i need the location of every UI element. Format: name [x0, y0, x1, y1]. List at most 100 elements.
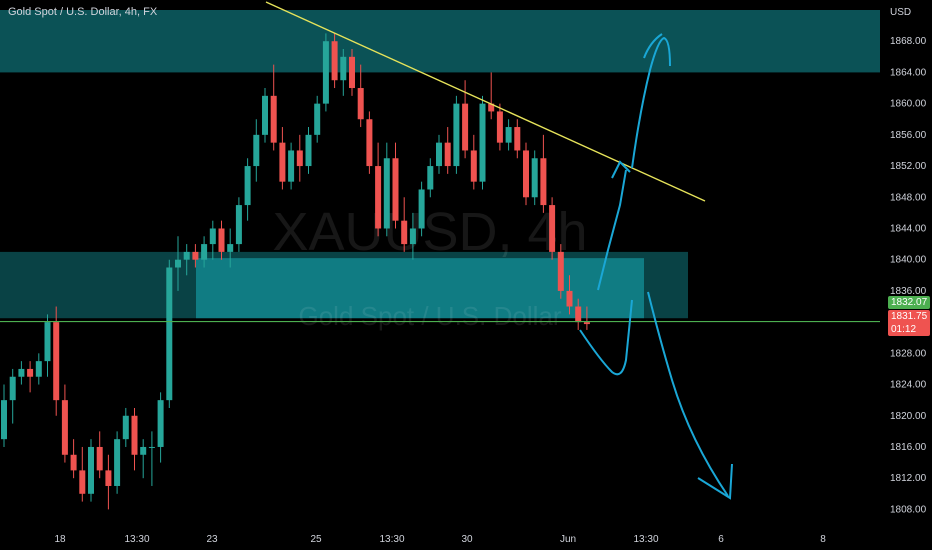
candle-body [583, 322, 590, 325]
candle-body [566, 290, 573, 307]
candle-body [79, 470, 86, 494]
drawn-path-up [597, 169, 627, 291]
last-price-badge: 1831.75 01:12 [888, 310, 930, 336]
candle-body [140, 446, 147, 455]
y-tick-label: 1816.00 [890, 442, 927, 453]
y-tick-label: 1840.00 [890, 255, 927, 266]
candle-body [175, 259, 181, 268]
candle-body [183, 251, 190, 260]
candle-body [514, 127, 521, 151]
candle-body [157, 400, 164, 447]
candle-body [427, 166, 434, 190]
candle-body [61, 400, 68, 455]
candle-body [549, 205, 556, 252]
x-tick-label: 13:30 [633, 534, 658, 545]
candle-body [262, 95, 268, 135]
y-tick-label: 1868.00 [890, 36, 927, 47]
currency-label: USD [890, 7, 911, 18]
y-tick-label: 1828.00 [890, 348, 927, 359]
x-tick-label: 13:30 [124, 534, 149, 545]
candle-body [9, 376, 16, 401]
candle-body [192, 251, 199, 260]
candle-body [44, 322, 51, 362]
candle-body [349, 56, 355, 89]
x-tick-label: 30 [461, 534, 473, 545]
candle-body [88, 446, 94, 494]
candle-body [18, 368, 25, 377]
candle-body [53, 322, 60, 401]
candle-body [479, 103, 486, 182]
candle-body [279, 142, 286, 182]
candle-body [322, 41, 329, 104]
candle-body [375, 166, 382, 229]
candle-body [270, 95, 277, 143]
x-tick-label: 13:30 [379, 534, 404, 545]
candle-body [401, 220, 408, 245]
candle-body [314, 103, 321, 135]
green-line-price-badge: 1832.07 [888, 296, 931, 309]
x-tick-label: Jun [560, 534, 576, 545]
x-tick-label: 25 [310, 534, 322, 545]
y-tick-label: 1852.00 [890, 161, 927, 172]
candle-body [340, 56, 347, 81]
candle-body [244, 166, 251, 206]
candle-body [409, 228, 416, 245]
candle-body [227, 244, 234, 252]
drawn-arrowhead-3 [697, 463, 733, 500]
y-tick-label: 1864.00 [890, 67, 927, 78]
candle-body [27, 368, 34, 377]
x-tick-label: 23 [206, 534, 218, 545]
y-tick-label: 1856.00 [890, 130, 927, 141]
candle-body [305, 134, 312, 167]
candle-body [488, 103, 495, 112]
candle-body [331, 41, 338, 81]
x-tick-label: 6 [718, 534, 724, 545]
watermark-name: Gold Spot / U.S. Dollar [299, 301, 562, 331]
last-price-value: 1831.75 [891, 311, 928, 322]
candle-body [436, 142, 442, 167]
candle-body [444, 142, 451, 167]
candle-body [1, 400, 7, 440]
candle-body [505, 127, 512, 143]
drawn-path-bounce [579, 299, 633, 376]
resistance-zone [0, 10, 880, 73]
candle-body [122, 415, 129, 440]
candle-body [209, 228, 216, 245]
drawn-arrowhead-2 [643, 33, 663, 59]
y-tick-label: 1824.00 [890, 380, 927, 391]
candle-body [496, 111, 503, 143]
candle-body [253, 134, 260, 167]
drawn-path-down [647, 291, 729, 497]
countdown-timer: 01:12 [891, 324, 917, 335]
candle-body [114, 439, 121, 486]
candle-body [35, 361, 42, 377]
candle-body [540, 158, 547, 206]
candle-body [166, 267, 173, 401]
candle-body [296, 150, 303, 167]
candle-body [383, 158, 390, 229]
watermark-ticker: XAUUSD, 4h [272, 202, 587, 262]
candle-body [148, 446, 155, 448]
y-tick-label: 1812.00 [890, 473, 927, 484]
candle-body [105, 470, 112, 486]
candle-body [218, 228, 225, 252]
candle-body [392, 158, 399, 221]
y-tick-label: 1820.00 [890, 411, 927, 422]
candle-body [418, 189, 425, 229]
candle-body [357, 88, 364, 120]
candle-body [366, 119, 373, 167]
y-tick-label: 1844.00 [890, 223, 927, 234]
candle-body [557, 251, 564, 291]
symbol-title: Gold Spot / U.S. Dollar, 4h, FX [8, 6, 158, 18]
candle-body [523, 150, 529, 198]
candle-body [470, 150, 477, 182]
y-tick-label: 1808.00 [890, 504, 927, 515]
y-tick-label: 1848.00 [890, 192, 927, 203]
candle-body [96, 446, 103, 471]
drawn-arrowhead-1 [611, 160, 631, 179]
candle-body [201, 244, 208, 260]
x-tick-label: 8 [820, 534, 826, 545]
x-tick-label: 18 [54, 534, 66, 545]
candle-body [70, 454, 77, 471]
